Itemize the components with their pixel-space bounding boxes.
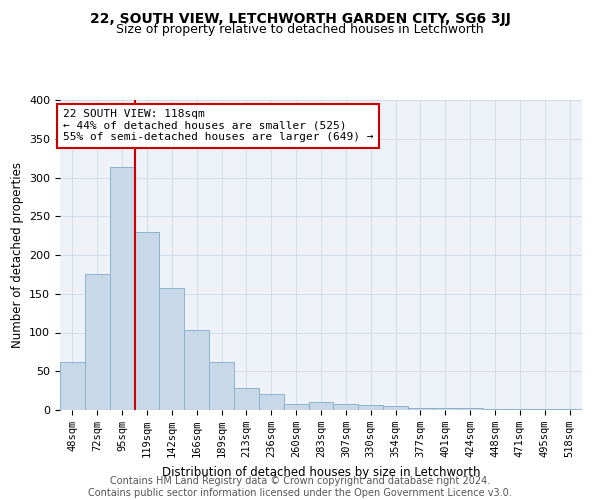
Bar: [110, 168, 134, 410]
Text: Contains HM Land Registry data © Crown copyright and database right 2024.
Contai: Contains HM Land Registry data © Crown c…: [88, 476, 512, 498]
X-axis label: Distribution of detached houses by size in Letchworth: Distribution of detached houses by size …: [162, 466, 480, 478]
Bar: [60, 362, 85, 410]
Bar: [508, 409, 532, 410]
Bar: [85, 274, 110, 410]
Bar: [358, 404, 383, 410]
Bar: [482, 409, 508, 410]
Text: Size of property relative to detached houses in Letchworth: Size of property relative to detached ho…: [116, 22, 484, 36]
Y-axis label: Number of detached properties: Number of detached properties: [11, 162, 23, 348]
Bar: [383, 406, 408, 410]
Bar: [259, 394, 284, 410]
Bar: [160, 288, 184, 410]
Bar: [334, 404, 358, 410]
Bar: [532, 409, 557, 410]
Bar: [557, 409, 582, 410]
Text: 22, SOUTH VIEW, LETCHWORTH GARDEN CITY, SG6 3JJ: 22, SOUTH VIEW, LETCHWORTH GARDEN CITY, …: [89, 12, 511, 26]
Text: 22 SOUTH VIEW: 118sqm
← 44% of detached houses are smaller (525)
55% of semi-det: 22 SOUTH VIEW: 118sqm ← 44% of detached …: [62, 110, 373, 142]
Bar: [234, 388, 259, 410]
Bar: [209, 362, 234, 410]
Bar: [408, 408, 433, 410]
Bar: [184, 330, 209, 410]
Bar: [433, 408, 458, 410]
Bar: [284, 404, 308, 410]
Bar: [134, 232, 160, 410]
Bar: [308, 402, 334, 410]
Bar: [458, 408, 482, 410]
